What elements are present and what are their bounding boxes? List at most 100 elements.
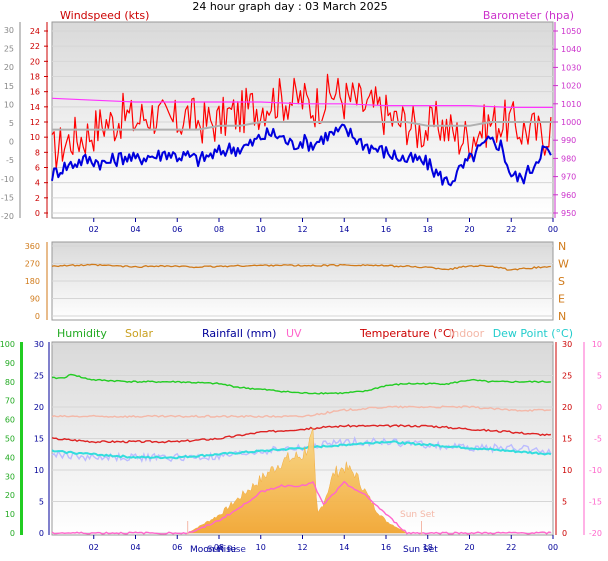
humidity-tick-label: 40	[5, 453, 15, 462]
barometer-tick-label: 950	[561, 209, 576, 218]
barometer-tick-label: 970	[561, 173, 576, 182]
barometer-tick-label: 960	[561, 191, 576, 200]
direction-tick-label: 270	[25, 260, 40, 269]
temperature-legend: Temperature (°C)	[359, 327, 455, 340]
series-gust-average	[52, 121, 553, 131]
rainfall-tick-label: 20	[34, 403, 44, 412]
temperature-tick-label: 30	[562, 340, 572, 349]
uv-tick-label: 5	[597, 372, 602, 381]
barometer-tick-label: 990	[561, 136, 576, 145]
time-tick-label: 08	[214, 225, 224, 234]
compass-label: S	[558, 275, 565, 288]
humidity-tick-label: 0	[10, 529, 15, 538]
wind-panel-axes: 242220181614121086420302520151050-5-10-1…	[1, 22, 581, 234]
windspeed-tick-label: 24	[30, 27, 40, 36]
direction-tick-label: 0	[35, 312, 40, 321]
time-tick-label: 02	[89, 543, 99, 552]
rainfall-tick-label: 10	[34, 466, 44, 475]
direction-panel-series	[51, 263, 551, 271]
humidity-legend: Humidity	[57, 327, 107, 340]
uv-tick-label: -20	[589, 529, 602, 538]
windspeed-tick-label: 20	[30, 57, 40, 66]
windspeed-tick-label: 22	[30, 42, 40, 51]
outer-wind-tick-label: -10	[1, 175, 14, 184]
time-tick-label: 12	[297, 543, 307, 552]
time-tick-label: 06	[172, 543, 182, 552]
windspeed-tick-label: 12	[30, 118, 40, 127]
solar-legend: Solar	[125, 327, 154, 340]
uv-tick-label: 0	[597, 403, 602, 412]
direction-tick-label: 90	[30, 295, 40, 304]
barometer-tick-label: 1050	[561, 27, 581, 36]
humidity-tick-label: 80	[5, 378, 15, 387]
outer-wind-tick-label: 25	[4, 45, 14, 54]
humidity-tick-label: 10	[5, 510, 15, 519]
temperature-tick-label: 20	[562, 403, 572, 412]
outer-wind-tick-label: 15	[4, 82, 14, 91]
time-tick-label: 16	[381, 225, 391, 234]
outer-wind-tick-label: 10	[4, 100, 14, 109]
rainfall-legend: Rainfall (mm)	[202, 327, 276, 340]
direction-panel-grid	[52, 245, 553, 317]
graph-title: 24 hour graph day : 03 March 2025	[192, 0, 387, 13]
series-uv	[51, 480, 551, 535]
humidity-tick-label: 30	[5, 472, 15, 481]
rainfall-tick-label: 30	[34, 340, 44, 349]
barometer-tick-label: 1020	[561, 82, 581, 91]
outer-wind-tick-label: 5	[9, 119, 14, 128]
time-tick-label: 08	[214, 543, 224, 552]
barometer-tick-label: 1040	[561, 45, 581, 54]
time-tick-label: 14	[339, 225, 349, 234]
time-tick-label: 16	[381, 543, 391, 552]
temperature-tick-label: 15	[562, 435, 572, 444]
windspeed-tick-label: 8	[35, 148, 40, 157]
barometer-tick-label: 980	[561, 154, 576, 163]
time-tick-label: 22	[506, 225, 516, 234]
wind-panel-background	[51, 21, 554, 219]
windspeed-axis-title: Windspeed (kts)	[60, 9, 149, 22]
time-tick-label: 18	[423, 543, 433, 552]
barometer-tick-label: 1030	[561, 63, 581, 72]
outer-wind-tick-label: 0	[9, 138, 14, 147]
sun-rise-label: Sun Rise	[207, 545, 246, 555]
outer-wind-tick-label: -5	[6, 156, 14, 165]
windspeed-tick-label: 14	[30, 103, 40, 112]
humidity-tick-label: 100	[0, 340, 15, 349]
compass-label: W	[558, 258, 569, 271]
time-tick-label: 22	[506, 543, 516, 552]
uv-tick-label: -15	[589, 498, 602, 507]
time-tick-label: 20	[464, 543, 474, 552]
uv-tick-label: -5	[594, 435, 602, 444]
time-tick-label: 14	[339, 543, 349, 552]
outer-wind-tick-label: -20	[1, 212, 14, 221]
windspeed-tick-label: 0	[35, 209, 40, 218]
dewpoint-legend: Dew Point (°C)	[493, 327, 573, 340]
rainfall-tick-label: 15	[34, 435, 44, 444]
sun-set-label-upper: Sun Set	[400, 510, 435, 520]
windspeed-tick-label: 6	[35, 164, 40, 173]
humidity-tick-label: 70	[5, 397, 15, 406]
time-tick-label: 20	[464, 225, 474, 234]
indoor-legend: Indoor	[449, 327, 485, 340]
windspeed-tick-label: 18	[30, 73, 40, 82]
windspeed-tick-label: 2	[35, 194, 40, 203]
time-tick-label: 00	[548, 543, 558, 552]
uv-tick-label: -10	[589, 466, 602, 475]
compass-label: E	[558, 293, 565, 306]
rainfall-tick-label: 5	[39, 498, 44, 507]
barometer-tick-label: 1010	[561, 100, 581, 109]
time-tick-label: 18	[423, 225, 433, 234]
humidity-tick-label: 60	[5, 416, 15, 425]
series-indoor	[51, 405, 551, 419]
direction-tick-label: 360	[25, 242, 40, 251]
temperature-tick-label: 0	[562, 529, 567, 538]
humidity-tick-label: 50	[5, 435, 15, 444]
humidity-tick-label: 20	[5, 491, 15, 500]
direction-tick-label: 180	[25, 277, 40, 286]
temperature-tick-label: 5	[562, 498, 567, 507]
barometer-axis-title: Barometer (hpa)	[483, 9, 574, 22]
series-gust	[51, 73, 552, 170]
time-tick-label: 02	[89, 225, 99, 234]
uv-legend: UV	[286, 327, 302, 340]
